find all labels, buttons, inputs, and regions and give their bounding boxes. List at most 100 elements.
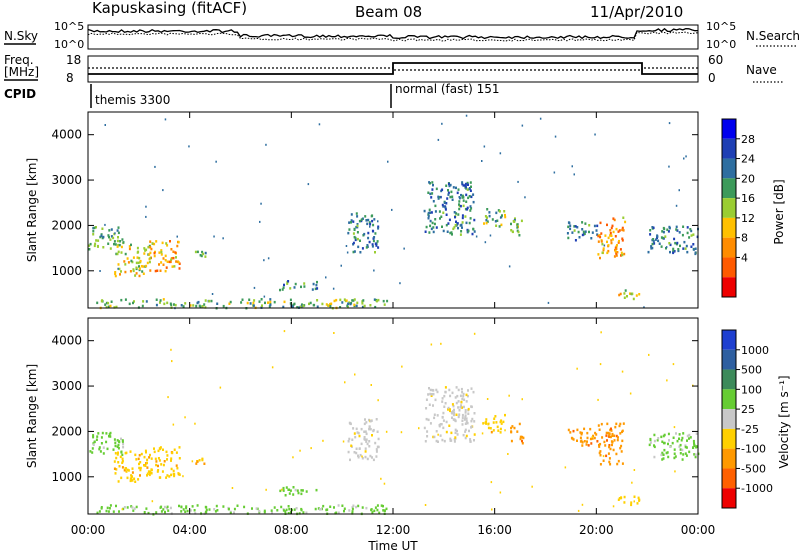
echo-cell [677, 249, 680, 253]
echo-cell [434, 218, 437, 221]
echo-cell [265, 143, 267, 146]
echo-cell [175, 260, 178, 263]
echo-cell [673, 452, 676, 455]
echo-cell [343, 509, 345, 513]
echo-cell [429, 422, 432, 425]
echo-cell [504, 413, 506, 417]
echo-cell [607, 431, 610, 435]
echo-cell [454, 428, 457, 432]
echo-cell [211, 293, 214, 295]
echo-cell [355, 304, 358, 308]
echo-cell [586, 431, 589, 435]
echo-cell [447, 406, 450, 410]
echo-cell [343, 298, 346, 301]
echo-cell [172, 250, 175, 253]
echo-cell [684, 445, 687, 449]
echo-cell [678, 437, 680, 440]
echo-cell [178, 446, 181, 449]
echo-cell [450, 190, 453, 194]
echo-cell [495, 211, 498, 215]
echo-cell [441, 225, 443, 228]
echo-cell [88, 248, 91, 251]
echo-cell [291, 305, 294, 308]
echo-cell [216, 509, 219, 512]
echo-cell [617, 498, 620, 501]
velocity-ylabel: Slant Range [km] [25, 364, 39, 468]
echo-cell [613, 218, 616, 222]
echo-cell [149, 251, 152, 255]
colorbar-tick-label: -100 [741, 443, 766, 456]
echo-cell [653, 445, 656, 449]
echo-cell [370, 419, 373, 422]
echo-cell [619, 422, 622, 426]
echo-cell [151, 500, 154, 503]
colorbar-swatch [722, 138, 736, 159]
echo-cell [460, 230, 463, 233]
echo-cell [128, 245, 131, 248]
echo-cell [377, 225, 380, 228]
echo-cell [128, 302, 131, 306]
echo-cell [609, 234, 612, 237]
echo-cell [99, 270, 101, 272]
echo-cell [102, 235, 105, 239]
echo-cell [352, 220, 355, 223]
echo-cell [348, 221, 351, 224]
echo-cell [267, 301, 269, 304]
echo-cell [170, 248, 173, 251]
echo-cell [683, 240, 686, 244]
echo-cell [618, 424, 621, 428]
echo-cell [694, 455, 697, 459]
echo-cell [122, 241, 125, 244]
echo-cell [674, 470, 676, 473]
echo-cell [666, 228, 669, 231]
echo-cell [464, 428, 467, 432]
echo-cell [470, 419, 473, 423]
echo-cell [373, 298, 376, 301]
echo-cell [615, 227, 618, 231]
echo-cell [120, 450, 123, 453]
echo-cell [204, 510, 207, 514]
echo-cell [268, 305, 271, 308]
echo-cell [173, 303, 175, 306]
echo-cell [661, 230, 664, 233]
echo-cell [137, 478, 140, 481]
echo-cell [510, 439, 513, 443]
echo-cell [656, 235, 659, 238]
echo-cell [424, 440, 427, 443]
echo-cell [180, 510, 183, 513]
echo-cell [160, 250, 163, 254]
echo-cell [461, 216, 464, 220]
echo-cell [114, 272, 117, 276]
echo-cell [139, 474, 141, 477]
echo-cell [464, 430, 467, 433]
echo-cell [98, 510, 101, 513]
echo-cell [455, 212, 458, 215]
echo-cell [358, 447, 361, 450]
echo-cell [199, 305, 202, 308]
echo-cell [608, 457, 611, 460]
echo-cell [130, 243, 132, 247]
echo-cell [464, 414, 467, 417]
echo-cell [145, 451, 147, 454]
echo-cell [688, 437, 690, 440]
echo-cell [279, 288, 281, 292]
echo-cell [114, 452, 117, 455]
echo-cell [120, 245, 123, 249]
echo-cell [162, 189, 164, 192]
echo-cell [619, 432, 622, 435]
echo-cell [359, 251, 362, 254]
echo-cell [375, 450, 378, 453]
echo-cell [342, 440, 345, 443]
echo-cell [92, 435, 95, 439]
echo-cell [673, 237, 676, 241]
echo-cell [439, 434, 442, 437]
echo-cell [166, 301, 169, 305]
echo-cell [122, 507, 125, 511]
echo-cell [497, 209, 500, 212]
echo-cell [354, 435, 357, 439]
echo-cell [454, 431, 457, 434]
echo-cell [510, 222, 512, 226]
echo-cell [444, 386, 447, 389]
echo-cell [662, 441, 665, 445]
